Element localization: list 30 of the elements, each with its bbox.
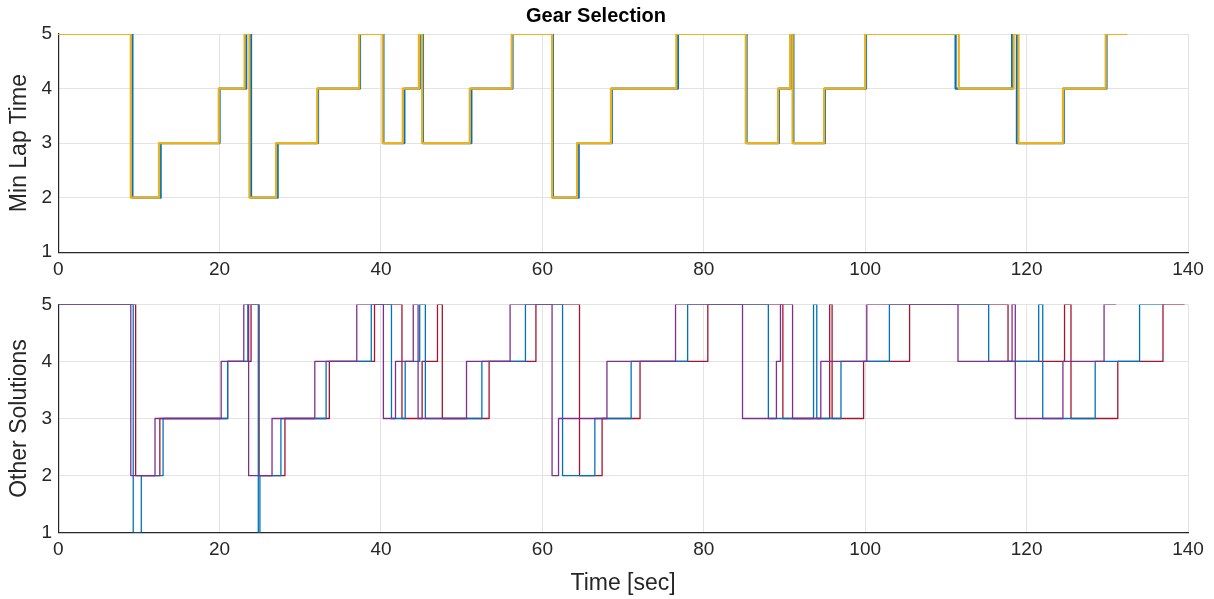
x-tick-label: 140 <box>1172 538 1204 560</box>
x-tick-label: 80 <box>693 257 715 279</box>
x-tick-label: 100 <box>849 538 882 560</box>
y-tick-label: 1 <box>41 240 53 262</box>
x-tick-label: 120 <box>1010 257 1043 279</box>
y-tick-label: 3 <box>41 131 53 153</box>
x-tick-label: 40 <box>370 257 392 279</box>
x-tick-label: 120 <box>1010 538 1043 560</box>
chart-title: Gear Selection <box>525 3 667 26</box>
x-tick-label: 80 <box>693 538 715 560</box>
x-tick-label: 60 <box>531 257 553 279</box>
x-tick-label: 60 <box>531 538 553 560</box>
x-tick-label: 100 <box>849 257 882 279</box>
x-tick-label: 0 <box>52 538 64 560</box>
x-tick-label: 0 <box>52 257 64 279</box>
x-tick-label: 140 <box>1172 257 1204 279</box>
y-tick-label: 5 <box>41 22 53 44</box>
x-tick-label: 40 <box>370 538 392 560</box>
y-tick-label: 3 <box>41 406 53 428</box>
x-tick-label: 20 <box>209 538 231 560</box>
x-tick-label: 20 <box>209 257 231 279</box>
y-axis-title: Min Lap Time <box>5 74 32 213</box>
y-axis-title: Other Solutions <box>5 339 32 498</box>
y-tick-label: 2 <box>41 463 53 485</box>
y-tick-label: 4 <box>41 76 53 98</box>
x-axis-title: Time [sec] <box>570 568 676 595</box>
y-tick-label: 5 <box>41 292 53 314</box>
y-tick-label: 2 <box>41 185 53 207</box>
y-tick-label: 4 <box>41 349 53 371</box>
y-tick-label: 1 <box>41 520 53 542</box>
